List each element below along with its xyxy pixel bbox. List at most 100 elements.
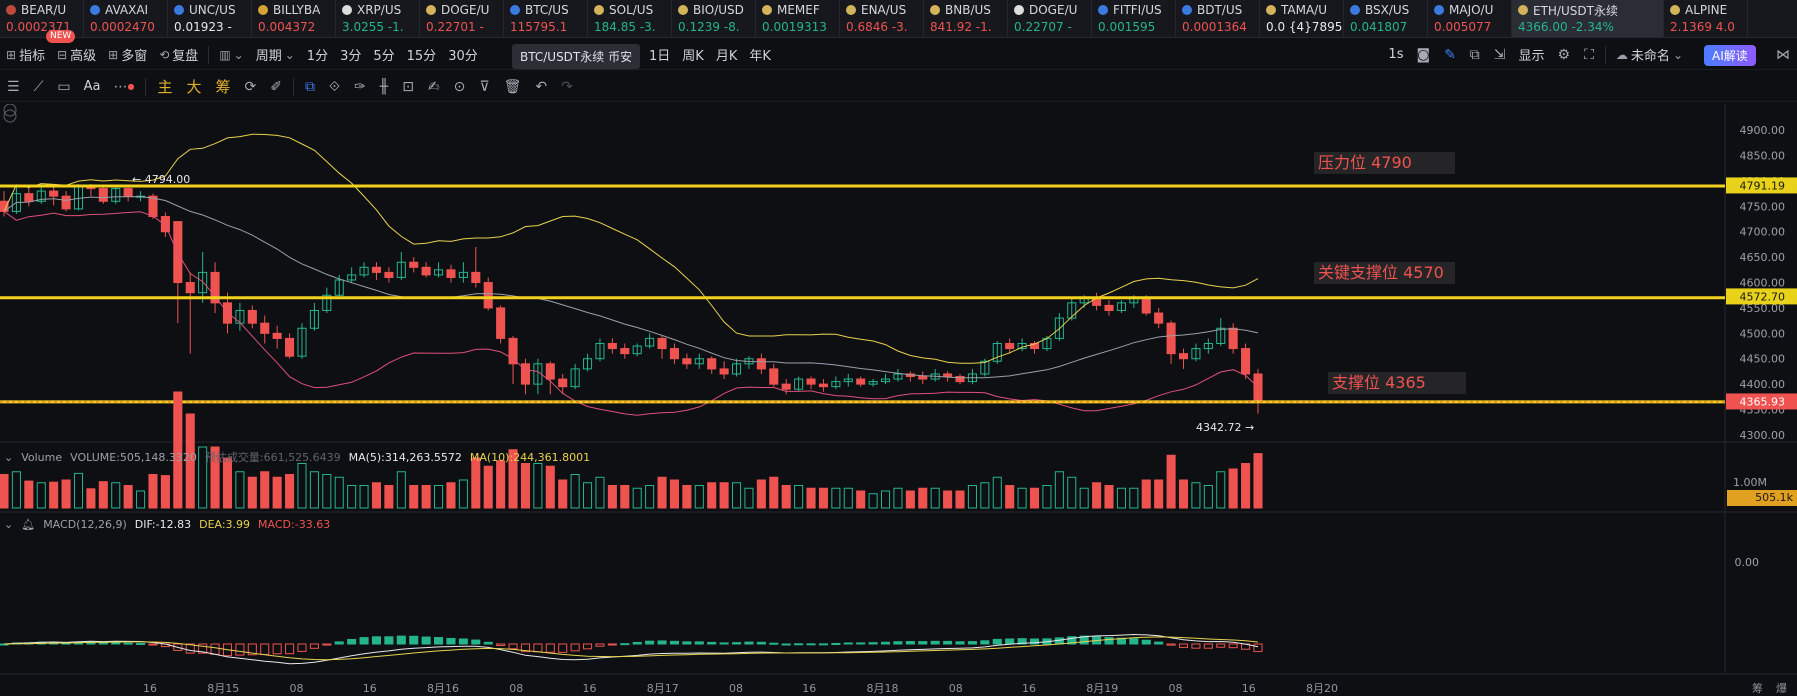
macd-histogram-bar [1253, 643, 1263, 653]
ticker-item[interactable]: BSX/US 0.041807 [1344, 0, 1428, 37]
ticker-item[interactable]: MAJO/U 0.005077 [1428, 0, 1512, 37]
ticker-item[interactable]: TAMA/U 0.0 {4}7895 [1260, 0, 1344, 37]
measure-icon[interactable]: ⟐ [328, 78, 341, 95]
ticker-item[interactable]: ENA/US 0.6846 -3. [840, 0, 924, 37]
layout-name-button[interactable]: ☁ 未命名 ⌄ [1610, 43, 1689, 67]
volume-bar [247, 476, 257, 509]
fullscreen-icon[interactable]: ⛶ [1584, 46, 1594, 63]
interval-3m[interactable]: 3分 [334, 43, 367, 67]
multi-window-button[interactable]: ⊞ 多窗 [102, 43, 153, 67]
ticker-item[interactable]: AVAXAI 0.0002470 [84, 0, 168, 37]
sync-icon[interactable]: ⟳ [244, 78, 257, 95]
ruler-icon[interactable]: ⟋ [33, 78, 44, 95]
rectangle-icon[interactable]: ▭ [57, 78, 71, 95]
macd-histogram-bar [396, 635, 406, 645]
magnet-icon[interactable]: ⊙ [453, 78, 466, 95]
ticker-item[interactable]: BIO/USD 0.1239 -8. [672, 0, 756, 37]
volume-price-tag: 505.1k [1727, 490, 1797, 506]
layers-icon[interactable]: ⧉ [304, 78, 315, 95]
ticker-item[interactable]: BTC/US 115795.1 [504, 0, 588, 37]
collapse-icon[interactable]: ⌄ [4, 450, 14, 464]
chart-canvas[interactable]: 4900.004850.004800.004750.004700.004650.… [0, 104, 1797, 696]
interval-5m[interactable]: 5分 [367, 43, 400, 67]
time-axis-label: 08 [509, 682, 523, 695]
interval-1mo[interactable]: 月K [710, 43, 744, 67]
more-icon[interactable]: ⋯ ● [113, 78, 135, 95]
filter-icon[interactable]: ⊽ [479, 78, 490, 95]
ticker-symbol: AVAXAI [105, 3, 149, 17]
chart-type-button[interactable]: ▥ ⌄ [213, 43, 249, 67]
price-tag-bg [1726, 393, 1797, 410]
ticker-symbol: BNB/US [945, 3, 991, 17]
interval-15m[interactable]: 15分 [401, 43, 443, 67]
ai-analysis-button[interactable]: AI解读 [1704, 45, 1756, 66]
brush-icon[interactable]: ✐ [270, 78, 282, 95]
replay-button[interactable]: ⟲ 复盘 [153, 43, 204, 67]
time-axis-label: 16 [802, 682, 816, 695]
menu-icon[interactable]: ☰ [7, 78, 20, 95]
pencil-icon[interactable]: ✎ [1444, 46, 1456, 63]
macd-histogram-bar [111, 642, 121, 645]
ticker-price: 0.01923 - [174, 20, 232, 34]
ticker-item[interactable]: MEMEF 0.0019313 [756, 0, 840, 37]
corner-chips[interactable]: 筹 [1752, 682, 1763, 695]
camera-icon[interactable]: ◙ [1416, 46, 1431, 63]
interval-1m[interactable]: 1分 [301, 43, 334, 67]
gear-icon[interactable]: ⚙ [1557, 46, 1571, 63]
candle-body [297, 327, 307, 357]
text-tool-button[interactable]: Aa [78, 75, 107, 99]
ticker-item[interactable]: DOGE/U 0.22701 - [420, 0, 504, 37]
corner-liquidation[interactable]: 爆 [1776, 682, 1787, 695]
candles-icon[interactable]: ╫ [379, 78, 389, 95]
ticker-item[interactable]: XRP/US 3.0255 -1. [336, 0, 420, 37]
undo-icon[interactable]: ↶ [535, 78, 548, 95]
large-order-button[interactable]: 大 [186, 78, 202, 96]
share-icon[interactable]: ⋈ [1776, 46, 1790, 63]
note-icon[interactable]: ✍ [427, 78, 440, 95]
candle-body [607, 342, 617, 350]
interval-30m[interactable]: 30分 [442, 43, 484, 67]
volume-bar [1042, 485, 1052, 509]
candle-body [756, 358, 766, 370]
candle-body [260, 322, 270, 334]
ticker-item[interactable]: ETH/USDT永续 4366.00 -2.34% [1512, 0, 1664, 37]
period-dropdown[interactable]: 周期 ⌄ [250, 43, 301, 67]
ticker-price: 0.004372 [258, 20, 316, 34]
bell-icon[interactable]: 🔔︎ [21, 518, 36, 531]
resistance-label[interactable]: 压力位 4790 [1314, 152, 1455, 174]
macd-histogram-bar [930, 640, 940, 645]
ticker-item[interactable]: FITFI/US 0.001595 [1092, 0, 1176, 37]
export-icon[interactable]: ⇲ [1493, 46, 1506, 63]
pen-icon[interactable]: ✑ [354, 78, 366, 95]
display-button[interactable]: 显示 [1513, 43, 1551, 67]
price-axis-label: 4500.00 [1740, 327, 1786, 340]
resolution-button[interactable]: 1s [1382, 43, 1409, 67]
interval-1d[interactable]: 1日 [643, 43, 676, 67]
main-chart-button[interactable]: 主 [157, 78, 173, 96]
interval-1y[interactable]: 年K [743, 43, 777, 67]
ticker-item[interactable]: ALPINE 2.1369 4.0 [1664, 0, 1748, 37]
ticker-item[interactable]: BILLYBA 0.004372 [252, 0, 336, 37]
ticker-item[interactable]: BDT/US 0.0001364 [1176, 0, 1260, 37]
chips-button[interactable]: 筹 [215, 78, 231, 96]
price-chart[interactable]: 4900.004850.004800.004750.004700.004650.… [0, 104, 1797, 696]
indicators-button[interactable]: ⊞ 指标 [0, 43, 51, 67]
resolution-label: 1s [1388, 47, 1404, 62]
ticker-name: AVAXAI [90, 2, 167, 18]
price-tag-bg [1726, 288, 1797, 305]
ticker-item[interactable]: BNB/US 841.92 -1. [924, 0, 1008, 37]
trash-icon[interactable]: 🗑 [503, 78, 522, 95]
window-icon[interactable]: ⧉ [1469, 46, 1480, 63]
collapse-icon[interactable]: ⌄ [4, 518, 14, 531]
interval-1w[interactable]: 周K [676, 43, 710, 67]
ticker-item[interactable]: UNC/US 0.01923 - [168, 0, 252, 37]
ticker-item[interactable]: DOGE/U 0.22707 - [1008, 0, 1092, 37]
redo-icon[interactable]: ↷ [561, 78, 573, 95]
key-support-label[interactable]: 关键支撑位 4570 [1314, 262, 1455, 284]
volume-bar [1067, 476, 1077, 509]
ticker-symbol: BIO/USD [693, 3, 744, 17]
ticker-item[interactable]: SOL/US 184.85 -3. [588, 0, 672, 37]
advanced-button[interactable]: ⊟ 高级 [51, 43, 102, 67]
lock-icon[interactable]: ⊡ [402, 78, 414, 95]
support-label[interactable]: 支撑位 4365 [1328, 372, 1466, 394]
